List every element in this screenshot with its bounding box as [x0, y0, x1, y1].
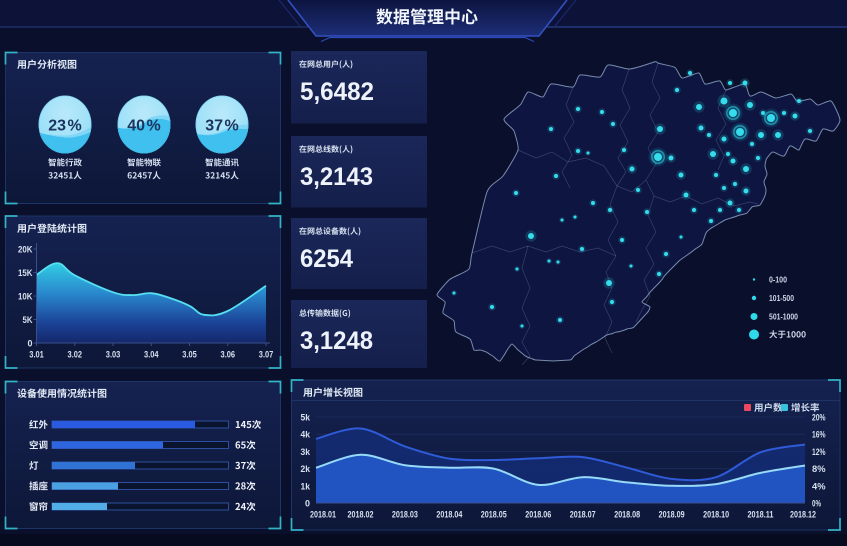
svg-text:0%: 0% [812, 499, 821, 510]
svg-text:37%: 37% [205, 118, 239, 135]
svg-text:2018.05: 2018.05 [481, 510, 507, 520]
svg-text:20%: 20% [812, 413, 826, 424]
svg-text:2018.03: 2018.03 [392, 510, 418, 520]
svg-text:8%: 8% [812, 464, 826, 475]
svg-text:4k: 4k [301, 430, 311, 441]
svg-text:3.03: 3.03 [106, 350, 121, 361]
svg-text:0-100: 0-100 [769, 275, 787, 285]
svg-text:2018.10: 2018.10 [703, 510, 729, 520]
svg-text:0: 0 [28, 339, 33, 350]
svg-text:5,6482: 5,6482 [300, 78, 374, 106]
svg-text:2018.02: 2018.02 [348, 510, 374, 520]
svg-text:1k: 1k [301, 481, 311, 492]
svg-text:5k: 5k [301, 413, 311, 424]
svg-text:3.05: 3.05 [182, 350, 197, 361]
svg-text:3.04: 3.04 [144, 350, 159, 361]
svg-text:20K: 20K [18, 245, 33, 256]
svg-text:2018.06: 2018.06 [525, 510, 551, 520]
svg-text:6254: 6254 [300, 245, 353, 273]
svg-text:101-500: 101-500 [769, 293, 794, 303]
svg-text:2018.07: 2018.07 [570, 510, 596, 520]
svg-text:2018.12: 2018.12 [790, 510, 816, 520]
svg-text:5K: 5K [23, 315, 33, 326]
svg-text:2k: 2k [301, 464, 311, 475]
svg-text:2018.01: 2018.01 [310, 510, 336, 520]
svg-text:2018.08: 2018.08 [614, 510, 640, 520]
svg-text:3k: 3k [301, 447, 311, 458]
svg-text:3.02: 3.02 [68, 350, 83, 361]
svg-text:3,1248: 3,1248 [300, 327, 373, 355]
svg-text:15K: 15K [18, 268, 33, 279]
svg-text:2018.11: 2018.11 [748, 510, 774, 520]
svg-text:16%: 16% [812, 430, 826, 441]
svg-text:3.06: 3.06 [221, 350, 236, 361]
svg-text:40%: 40% [127, 118, 161, 135]
svg-text:3.07: 3.07 [259, 350, 274, 361]
svg-text:3.01: 3.01 [29, 350, 44, 361]
svg-text:0: 0 [305, 499, 310, 510]
svg-text:10K: 10K [18, 292, 33, 303]
svg-text:2018.09: 2018.09 [659, 510, 685, 520]
svg-text:2018.04: 2018.04 [436, 510, 462, 520]
svg-text:4%: 4% [812, 481, 826, 492]
svg-text:23%: 23% [48, 118, 82, 135]
svg-text:12%: 12% [812, 447, 826, 458]
svg-text:501-1000: 501-1000 [769, 312, 798, 322]
svg-text:3,2143: 3,2143 [300, 163, 373, 191]
